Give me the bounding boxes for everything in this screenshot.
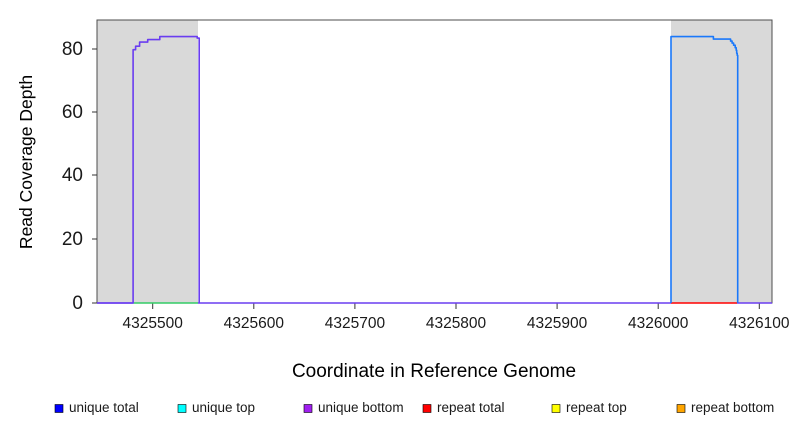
svg-text:4325800: 4325800 (426, 315, 487, 332)
svg-text:repeat total: repeat total (437, 400, 505, 415)
svg-text:4325900: 4325900 (527, 315, 588, 332)
svg-text:0: 0 (72, 293, 83, 314)
svg-text:4326000: 4326000 (628, 315, 689, 332)
svg-text:4326100: 4326100 (729, 315, 790, 332)
svg-text:4325500: 4325500 (123, 315, 184, 332)
svg-text:unique total: unique total (69, 400, 139, 415)
svg-text:unique bottom: unique bottom (318, 400, 404, 415)
svg-text:60: 60 (62, 102, 83, 123)
svg-text:Coordinate in Reference Genome: Coordinate in Reference Genome (292, 361, 576, 382)
svg-text:4325600: 4325600 (224, 315, 285, 332)
svg-text:Read Coverage Depth: Read Coverage Depth (16, 75, 36, 249)
svg-text:4325700: 4325700 (325, 315, 386, 332)
svg-text:unique top: unique top (192, 400, 255, 415)
svg-text:40: 40 (62, 165, 83, 186)
svg-text:repeat top: repeat top (566, 400, 627, 415)
svg-text:repeat bottom: repeat bottom (691, 400, 774, 415)
svg-text:20: 20 (62, 229, 83, 250)
svg-text:80: 80 (62, 39, 83, 60)
